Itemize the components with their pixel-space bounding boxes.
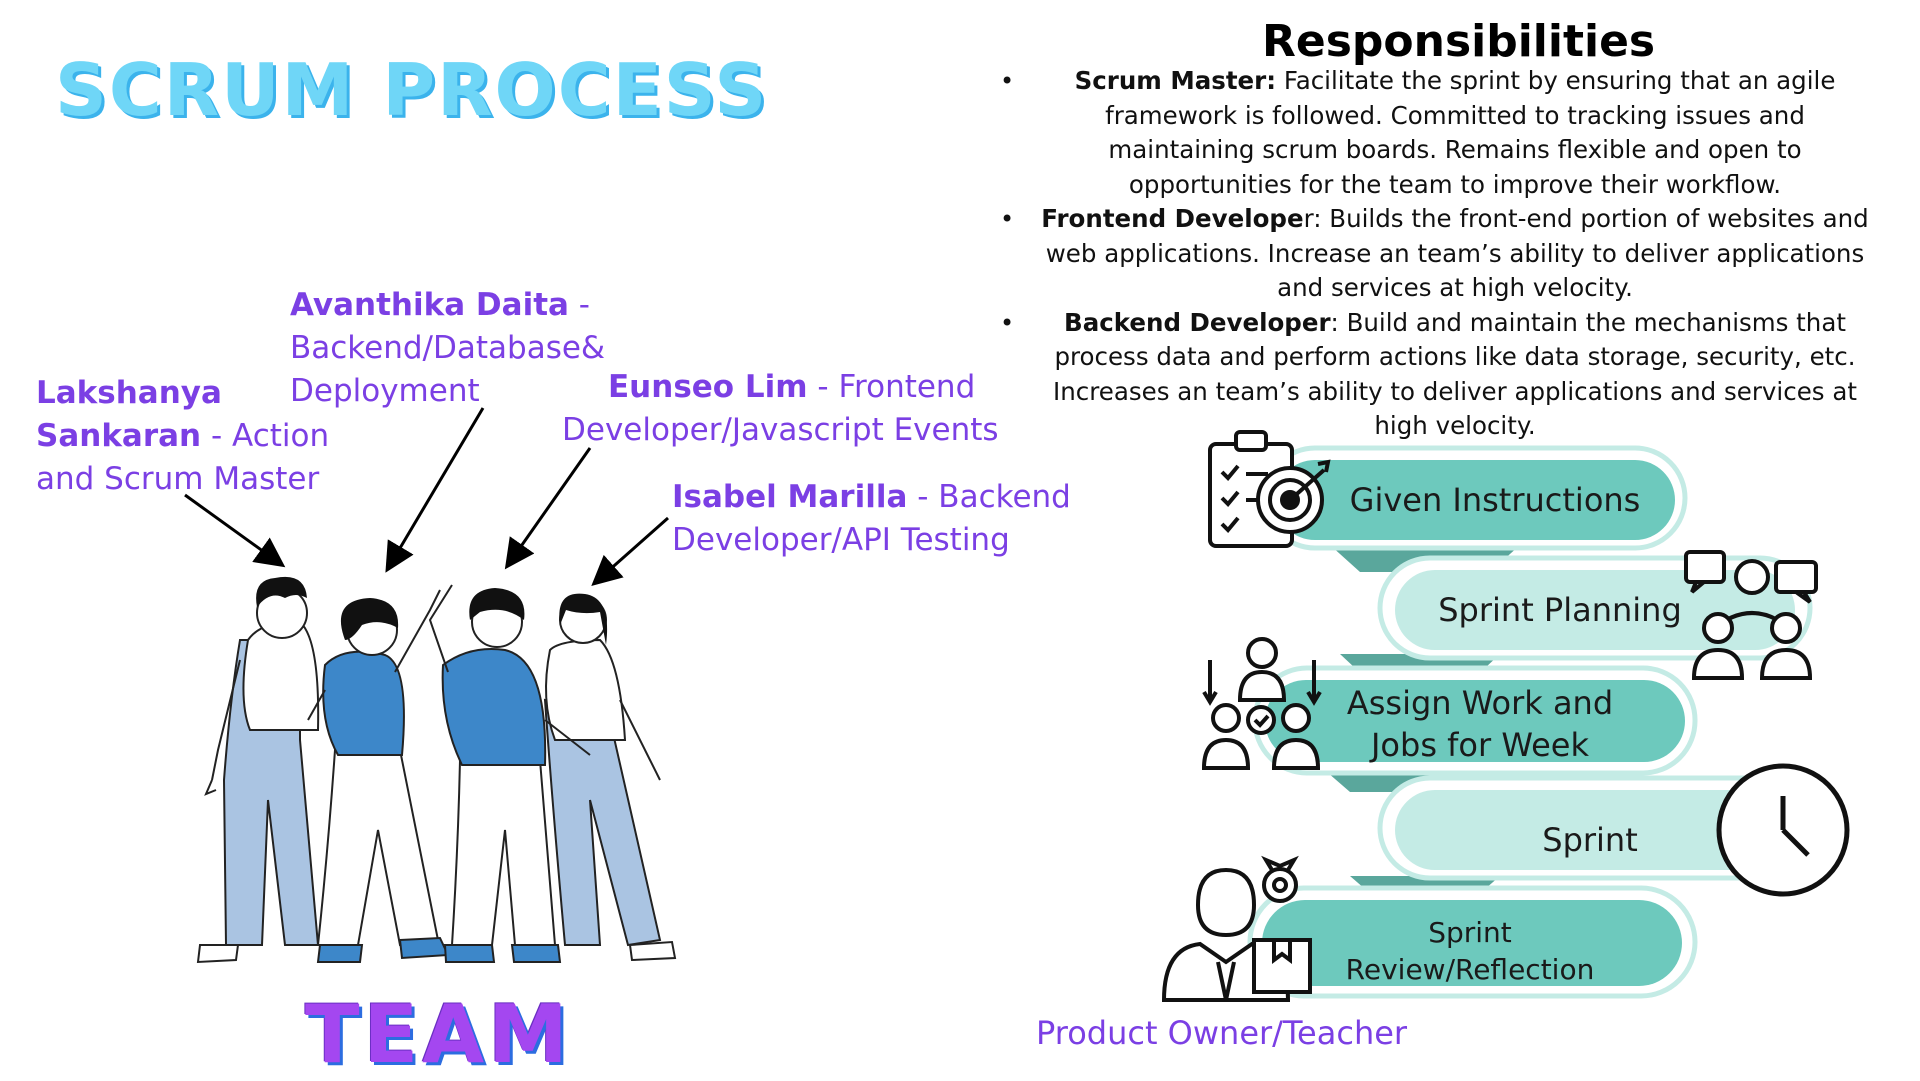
responsibility-frontend: • Frontend Developer: Builds the front-en…	[1000, 204, 1869, 302]
arrow-eunseo	[504, 447, 592, 570]
responsibilities-title: Responsibilities	[1262, 16, 1656, 67]
workflow-people-icon	[1201, 637, 1322, 770]
manager-gear-icon	[1161, 855, 1312, 1002]
person-2	[307, 589, 450, 963]
team-illustration	[196, 576, 677, 964]
member-arrows	[184, 407, 669, 586]
bullet-icon: •	[1000, 67, 1015, 95]
bullet-icon: •	[1000, 308, 1015, 337]
stage-assign-work: Assign Work and Jobs for Week	[1346, 684, 1614, 764]
team-label: TEAM	[305, 988, 572, 1081]
responsibilities-list: • Scrum Master: Facilitate the sprint by …	[1000, 64, 1880, 444]
arrow-lakshanya	[184, 493, 286, 568]
person-3	[428, 584, 591, 963]
clipboard-target-icon	[1208, 430, 1331, 548]
arrow-avanthika	[385, 407, 485, 573]
stage-pill-1	[1275, 460, 1675, 540]
member-lakshanya: Lakshanya Sankaran - Action and Scrum Ma…	[36, 375, 330, 497]
responsibility-scrum-master: • Scrum Master: Facilitate the sprint by …	[1000, 66, 1836, 199]
responsibility-backend: • Backend Developer: Build and maintain t…	[1000, 307, 1857, 441]
member-isabel: Isabel Marilla - Backend Developer/API T…	[672, 479, 1071, 558]
bullet-icon: •	[1000, 205, 1015, 233]
scrum-stage-flow	[1247, 445, 1813, 999]
stage-sprint-planning: Sprint Planning	[1438, 591, 1682, 629]
clock-icon	[1716, 763, 1850, 897]
stage-pill-4	[1395, 790, 1795, 870]
person-1	[196, 576, 320, 964]
page-title: SCRUM PROCESS	[55, 48, 769, 132]
stage-given-instructions: Given Instructions	[1349, 481, 1641, 519]
arrow-isabel	[591, 516, 669, 586]
member-eunseo: Eunseo Lim - Frontend Developer/Javascri…	[562, 369, 999, 448]
stage-sprint: Sprint	[1542, 821, 1638, 859]
person-4	[543, 593, 677, 962]
stage-pill-3	[1265, 680, 1685, 762]
member-avanthika: Avanthika Daita - Backend/Database& Depl…	[290, 287, 606, 409]
stage-sprint-review: Sprint Review/Reflection	[1345, 916, 1595, 986]
stage-pill-5	[1262, 900, 1682, 986]
product-owner-label: Product Owner/Teacher	[1036, 1014, 1408, 1052]
team-meeting-icon	[1684, 550, 1818, 680]
